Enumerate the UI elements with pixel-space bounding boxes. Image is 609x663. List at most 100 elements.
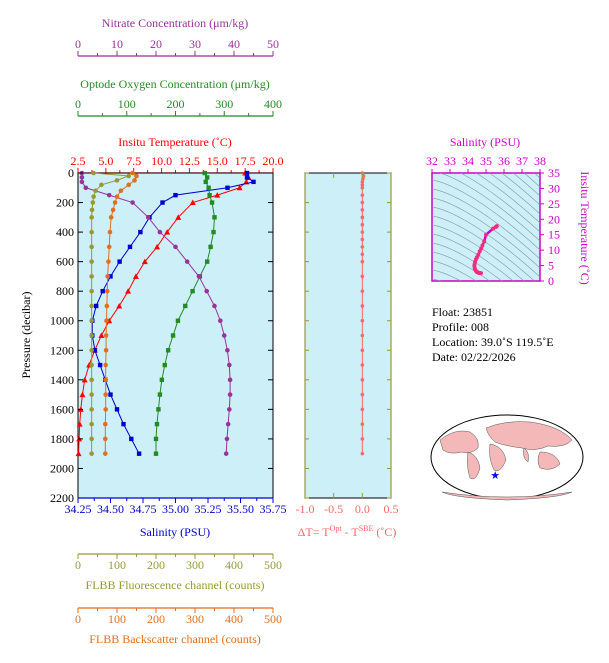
profile-number: Profile: 008 [432,320,489,334]
ts-salinity-tick-label: 32 [426,154,438,168]
oxygen-data-point [204,175,210,180]
backscatter-data-point [104,288,110,294]
backscatter-data-point [103,421,108,427]
nitrate-tick-label: 10 [111,37,123,51]
world-map: ★ [430,414,584,501]
salinity-data-point [97,362,103,368]
temperature-tick-label: 5.0 [98,154,113,168]
oxygen-data-point [183,303,188,309]
fluorescence-data-point [89,436,94,442]
ts-isopycnal [489,173,540,215]
ts-salinity-label: Salinity (PSU) [450,135,520,149]
fluorescence-tick-label: 100 [108,558,126,572]
oxygen-data-point [157,392,163,397]
fluorescence-data-point [99,182,104,188]
salinity-data-point [127,244,133,250]
salinity-tick-label: 35.00 [162,502,189,516]
oxygen-data-point [211,229,216,235]
delta-t-data-point [361,177,365,181]
nitrate-data-point [218,318,223,324]
ts-salinity-tick-label: 34 [462,154,474,168]
fluorescence-data-point [89,407,94,412]
salinity-data-point [225,185,230,190]
temperature-data-point [98,332,105,338]
ts-data-point [480,243,485,248]
delta-t-data-point [360,200,365,205]
ts-isopycnal [439,173,540,242]
salinity-data-point [117,259,122,264]
fluorescence-tick-label: 400 [225,558,243,572]
backscatter-data-point [112,200,118,205]
backscatter-data-point [134,173,139,179]
oxygen-data-point [209,200,215,205]
nitrate-data-point [204,288,209,294]
nitrate-tick-label: 20 [150,37,162,51]
delta-t-data-point [360,422,365,426]
oxygen-data-point [212,215,217,220]
fluorescence-data-point [114,178,120,183]
delta-t-data-point [360,208,365,212]
salinity-tick-label: 35.50 [227,502,254,516]
temperature-data-point [81,376,88,383]
pressure-tick-label: 2200 [50,491,74,505]
nitrate-data-point [184,259,190,264]
nitrate-data-point [173,244,178,250]
ts-temperature-tick-label: 15 [548,228,560,242]
backscatter-tick-label: 100 [108,612,126,626]
delta-t-data-point [360,259,365,264]
fluorescence-axis: 0 100 200 300 400 500 FLBB Fluorescence chann… [75,553,282,592]
float-info: Float: 23851 Profile: 008 Location: 39.0… [432,305,554,364]
backscatter-data-point [105,274,110,279]
ts-temperature-tick-label: 0 [548,274,554,288]
salinity-data-point [244,175,250,180]
ts-isopycnal [432,233,514,281]
delta-t-data-point [360,180,365,184]
temperature-tick-label: 15.0 [207,154,228,168]
ts-isopycnal [475,173,540,224]
fluorescence-data-point [89,392,94,397]
temperature-data-point [125,288,132,294]
oxygen-axis: Optode Oxygen Concentration (μm/kg) 0 100… [75,77,282,117]
pressure-tick-label: 400 [56,225,74,239]
delta-t-data-point [360,245,365,249]
backscatter-tick-label: 300 [186,612,204,626]
ts-data-point [494,224,499,229]
nitrate-data-point [227,362,232,368]
temperature-tick-label: 7.5 [126,154,141,168]
nitrate-data-point [212,303,217,309]
pressure-tick-label: 800 [56,284,74,298]
backscatter-tick-label: 500 [264,612,282,626]
fluorescence-data-point [89,274,94,279]
nitrate-data-point [227,407,232,412]
oxygen-tick-label: 0 [75,97,81,111]
fluorescence-data-point [89,318,94,324]
ts-temperature-tick-label: 35 [548,166,560,180]
nitrate-data-point [225,421,231,427]
temperature-axis-label: Insitu Temperature (˚C) [118,135,232,149]
backscatter-data-point [103,362,108,368]
delta-t-data-point [360,304,365,308]
temperature-data-point [76,421,83,427]
nitrate-data-point [157,229,163,235]
salinity-data-point [92,348,98,353]
nitrate-data-point [223,451,229,456]
salinity-data-point [138,229,143,235]
oxygen-data-point [202,170,207,176]
fluorescence-data-point [89,303,94,309]
nitrate-data-point [83,185,89,191]
temperature-tick-label: 10.0 [151,154,172,168]
pressure-tick-label: 0 [68,166,74,180]
oxygen-data-point [203,179,208,185]
nitrate-data-point [224,436,230,442]
backscatter-data-point [108,215,114,220]
salinity-data-point [251,179,256,185]
pressure-tick-label: 200 [56,196,74,210]
main-profile-series [75,170,256,457]
temperature-tick-label: 12.5 [179,154,200,168]
delta-t-data-point [360,348,365,353]
backscatter-data-point [103,333,109,338]
nitrate-data-point [79,175,85,180]
ts-salinity-tick-label: 36 [498,154,510,168]
pressure-tick-label: 1400 [50,373,74,387]
backscatter-data-point [103,451,108,456]
